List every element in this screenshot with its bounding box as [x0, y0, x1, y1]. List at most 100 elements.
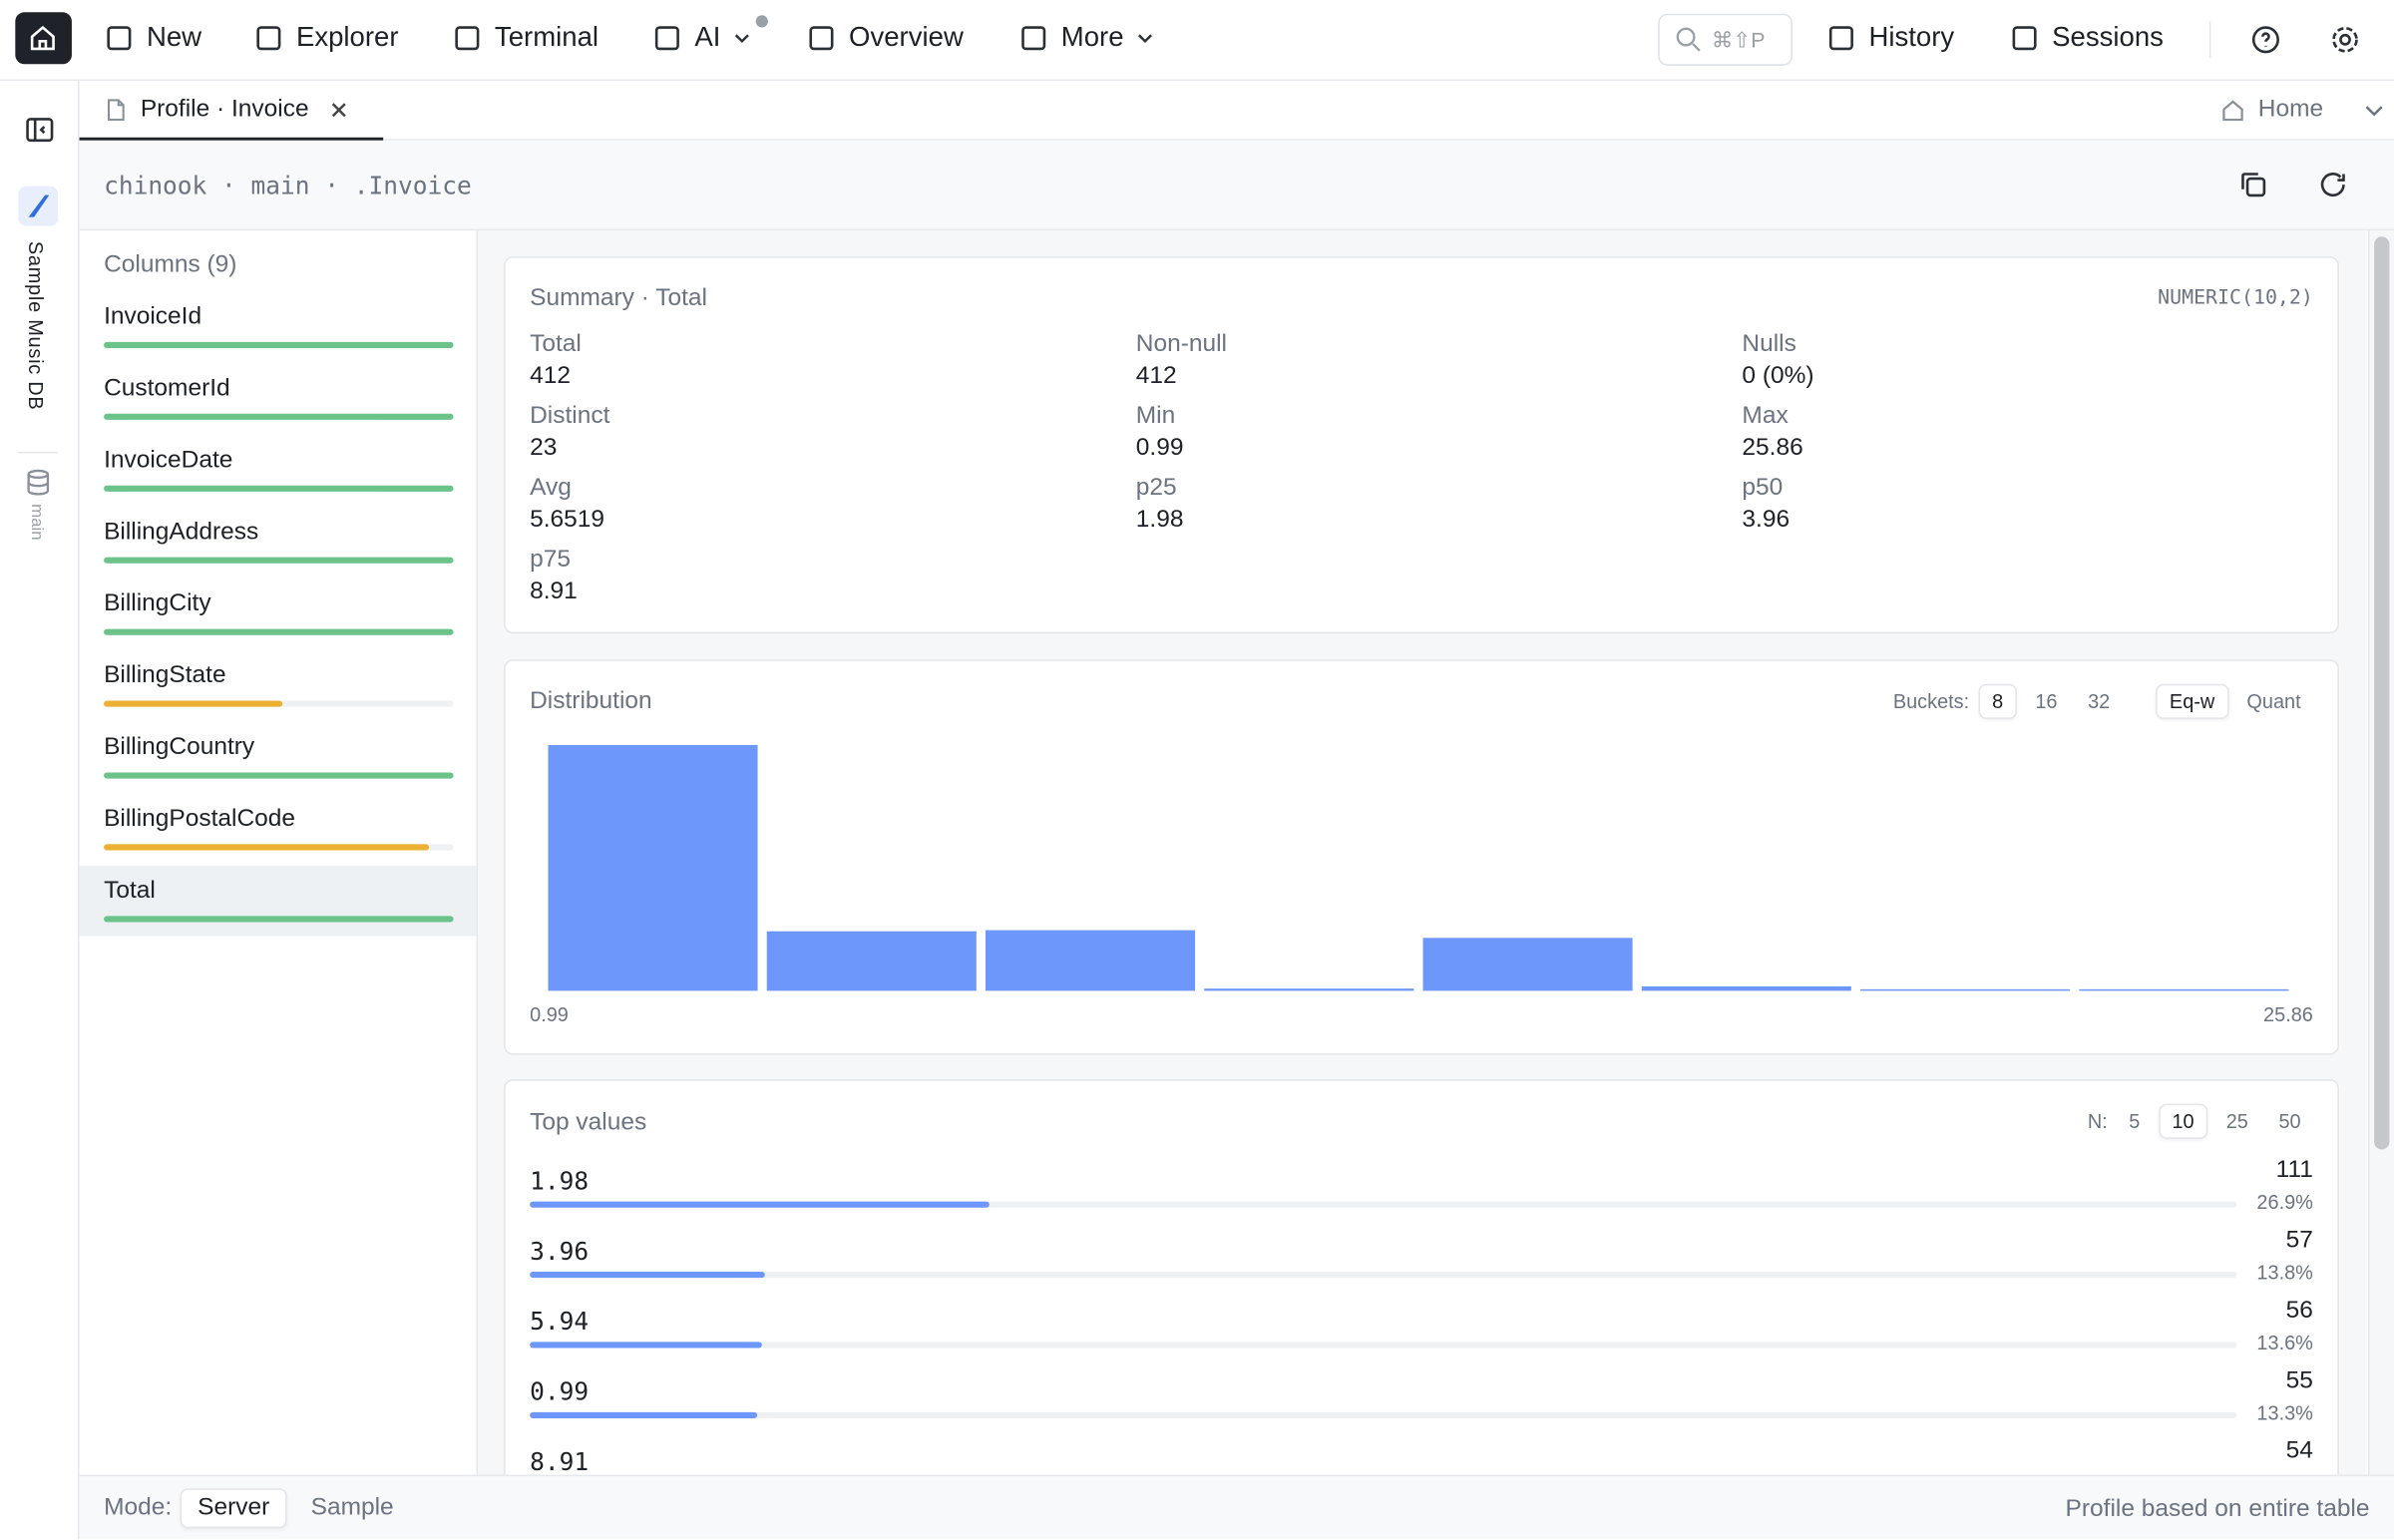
top-bar: [530, 1201, 990, 1208]
home-button[interactable]: [15, 12, 72, 65]
completeness-bar: [104, 341, 454, 348]
histogram-bar: [1422, 938, 1633, 991]
column-name: BillingState: [104, 662, 226, 689]
mode-option[interactable]: Server: [181, 1488, 287, 1529]
option[interactable]: Quant: [2246, 689, 2301, 713]
stat-value: 0 (0%): [1742, 363, 1814, 390]
column-name: Total: [104, 878, 156, 905]
top-count: 111: [2275, 1157, 2313, 1184]
completeness-track: [104, 413, 454, 420]
option[interactable]: 50: [2278, 1109, 2301, 1133]
stat-label: Total: [530, 331, 582, 358]
stat-value: 23: [530, 435, 558, 462]
option[interactable]: 32: [2088, 689, 2111, 713]
refresh-button[interactable]: [2317, 170, 2348, 200]
completeness-bar: [104, 557, 454, 564]
db-icon[interactable]: [18, 186, 59, 226]
breadcrumb: chinook · main · .Invoice: [104, 171, 472, 200]
stat-value: 412: [530, 363, 571, 390]
top-pct: 13.8%: [2256, 1261, 2313, 1285]
completeness-bar: [104, 772, 454, 779]
top-value: 5.94: [530, 1307, 590, 1337]
home-label: Home: [2257, 96, 2324, 123]
toolbar-item[interactable]: Terminal: [452, 21, 598, 53]
top-track: [530, 1271, 2237, 1279]
summary-card: Summary · Total NUMERIC(10,2) Total 412 No…: [504, 256, 2339, 634]
toolbar-item[interactable]: History: [1826, 21, 1955, 53]
top-values-title: Top values: [530, 1109, 647, 1136]
toolbar-label: History: [1868, 21, 1955, 53]
completeness-track: [104, 700, 454, 707]
column-name: BillingAddress: [104, 519, 259, 546]
option[interactable]: 5: [2129, 1109, 2141, 1133]
stat-label: Min: [1135, 403, 1176, 430]
toolbar-item[interactable]: New: [104, 21, 201, 53]
tab[interactable]: Profile · Invoice: [79, 81, 384, 141]
search-box[interactable]: ⌘⇧P: [1658, 13, 1793, 66]
stat-label: p25: [1135, 475, 1177, 502]
completeness-bar: [104, 844, 430, 851]
tab-close[interactable]: [330, 100, 348, 118]
top-track: [530, 1342, 2237, 1348]
schema-name: main: [27, 504, 46, 541]
mode-option[interactable]: Sample: [310, 1494, 394, 1521]
footer: Mode: Server Sample Profile based on entir…: [79, 1474, 2394, 1539]
top-bar: [530, 1271, 766, 1279]
top-count: 55: [2285, 1367, 2313, 1394]
hist-max: 25.86: [2263, 1002, 2313, 1026]
completeness-bar: [104, 628, 454, 635]
top-value: 1.98: [530, 1166, 590, 1196]
column-name: CustomerId: [104, 375, 230, 402]
stat-value: 5.6519: [530, 507, 605, 534]
stat-label: p75: [530, 546, 571, 573]
top-track: [530, 1201, 2237, 1208]
completeness-bar: [104, 413, 454, 420]
histogram-bar: [2079, 988, 2289, 991]
column-row[interactable]: Total: [79, 865, 477, 937]
completeness-track: [104, 628, 454, 635]
scroll-thumb[interactable]: [2374, 236, 2390, 1150]
ai-badge: [755, 15, 768, 28]
column-row[interactable]: BillingPostalCode: [80, 794, 477, 864]
column-row[interactable]: CustomerId: [80, 363, 477, 433]
option[interactable]: 8: [1978, 683, 2017, 719]
toolbar-label: Explorer: [295, 21, 399, 53]
column-name: BillingPostalCode: [104, 806, 296, 833]
histogram-bar: [1204, 988, 1414, 991]
settings-icon[interactable]: [2330, 24, 2361, 55]
stat-label: Distinct: [530, 403, 610, 430]
toolbar-item[interactable]: More: [1018, 21, 1154, 53]
column-row[interactable]: InvoiceDate: [80, 435, 477, 505]
option[interactable]: 25: [2225, 1109, 2248, 1133]
tab-title: Profile · Invoice: [140, 95, 309, 122]
top-values-card: Top values N: 5 10 25 50 1.98 111 26.9% 3.96 57…: [504, 1079, 2339, 1526]
search-shortcut: ⌘⇧P: [1711, 26, 1766, 52]
help-icon[interactable]: [2250, 24, 2281, 55]
column-row[interactable]: BillingCountry: [80, 722, 477, 792]
mode-label: Mode:: [104, 1494, 173, 1521]
home-crumb[interactable]: Home: [2220, 96, 2385, 124]
toolbar-item[interactable]: Sessions: [2009, 21, 2164, 53]
toggle-sidebar[interactable]: [24, 115, 55, 146]
toolbar-item[interactable]: Overview: [806, 21, 964, 53]
top-value: 8.91: [530, 1447, 590, 1477]
column-row[interactable]: BillingState: [80, 650, 477, 720]
column-row[interactable]: BillingCity: [80, 578, 477, 648]
top-count: 57: [2285, 1227, 2313, 1254]
copy-button[interactable]: [2238, 170, 2269, 200]
toolbar-label: Terminal: [494, 21, 599, 53]
left-rail: [0, 81, 80, 1539]
top-pct: 26.9%: [2256, 1190, 2313, 1214]
n-controls: N: 5 10 25 50: [2088, 1103, 2313, 1139]
schema-item[interactable]: main: [18, 452, 59, 555]
distribution-title: Distribution: [530, 688, 652, 715]
option[interactable]: Eq-w: [2156, 683, 2229, 719]
option[interactable]: 10: [2158, 1103, 2208, 1139]
toolbar-item[interactable]: Explorer: [253, 21, 399, 53]
column-row[interactable]: InvoiceId: [80, 291, 477, 361]
toolbar-item[interactable]: AI: [652, 21, 752, 53]
completeness-bar: [104, 700, 282, 707]
option[interactable]: 16: [2035, 689, 2058, 713]
column-name: InvoiceDate: [104, 447, 233, 474]
column-row[interactable]: BillingAddress: [80, 507, 477, 577]
